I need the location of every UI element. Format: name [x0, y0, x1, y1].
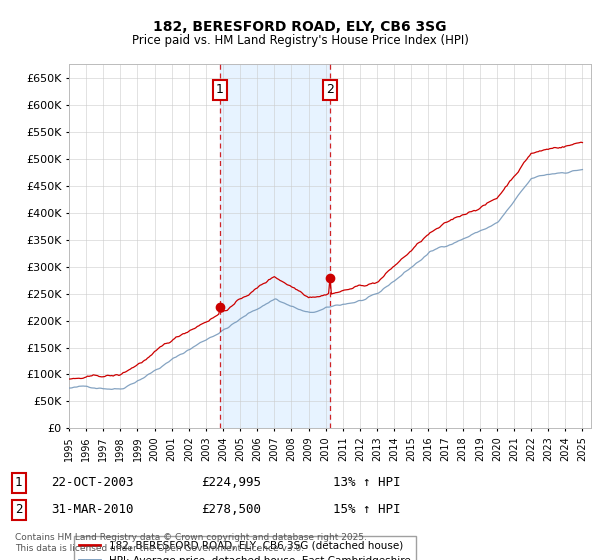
- Text: 182, BERESFORD ROAD, ELY, CB6 3SG: 182, BERESFORD ROAD, ELY, CB6 3SG: [153, 20, 447, 34]
- Text: 2: 2: [15, 503, 23, 516]
- Text: Price paid vs. HM Land Registry's House Price Index (HPI): Price paid vs. HM Land Registry's House …: [131, 34, 469, 46]
- Text: Contains HM Land Registry data © Crown copyright and database right 2025.
This d: Contains HM Land Registry data © Crown c…: [15, 533, 367, 553]
- Legend: 182, BERESFORD ROAD, ELY, CB6 3SG (detached house), HPI: Average price, detached: 182, BERESFORD ROAD, ELY, CB6 3SG (detac…: [74, 535, 416, 560]
- Text: 1: 1: [216, 83, 224, 96]
- Text: £278,500: £278,500: [201, 503, 261, 516]
- Text: 22-OCT-2003: 22-OCT-2003: [51, 476, 133, 489]
- Bar: [220, 64, 330, 428]
- Text: 2: 2: [326, 83, 334, 96]
- Text: 1: 1: [15, 476, 23, 489]
- Text: 31-MAR-2010: 31-MAR-2010: [51, 503, 133, 516]
- Text: £224,995: £224,995: [201, 476, 261, 489]
- Text: 13% ↑ HPI: 13% ↑ HPI: [333, 476, 401, 489]
- Text: 15% ↑ HPI: 15% ↑ HPI: [333, 503, 401, 516]
